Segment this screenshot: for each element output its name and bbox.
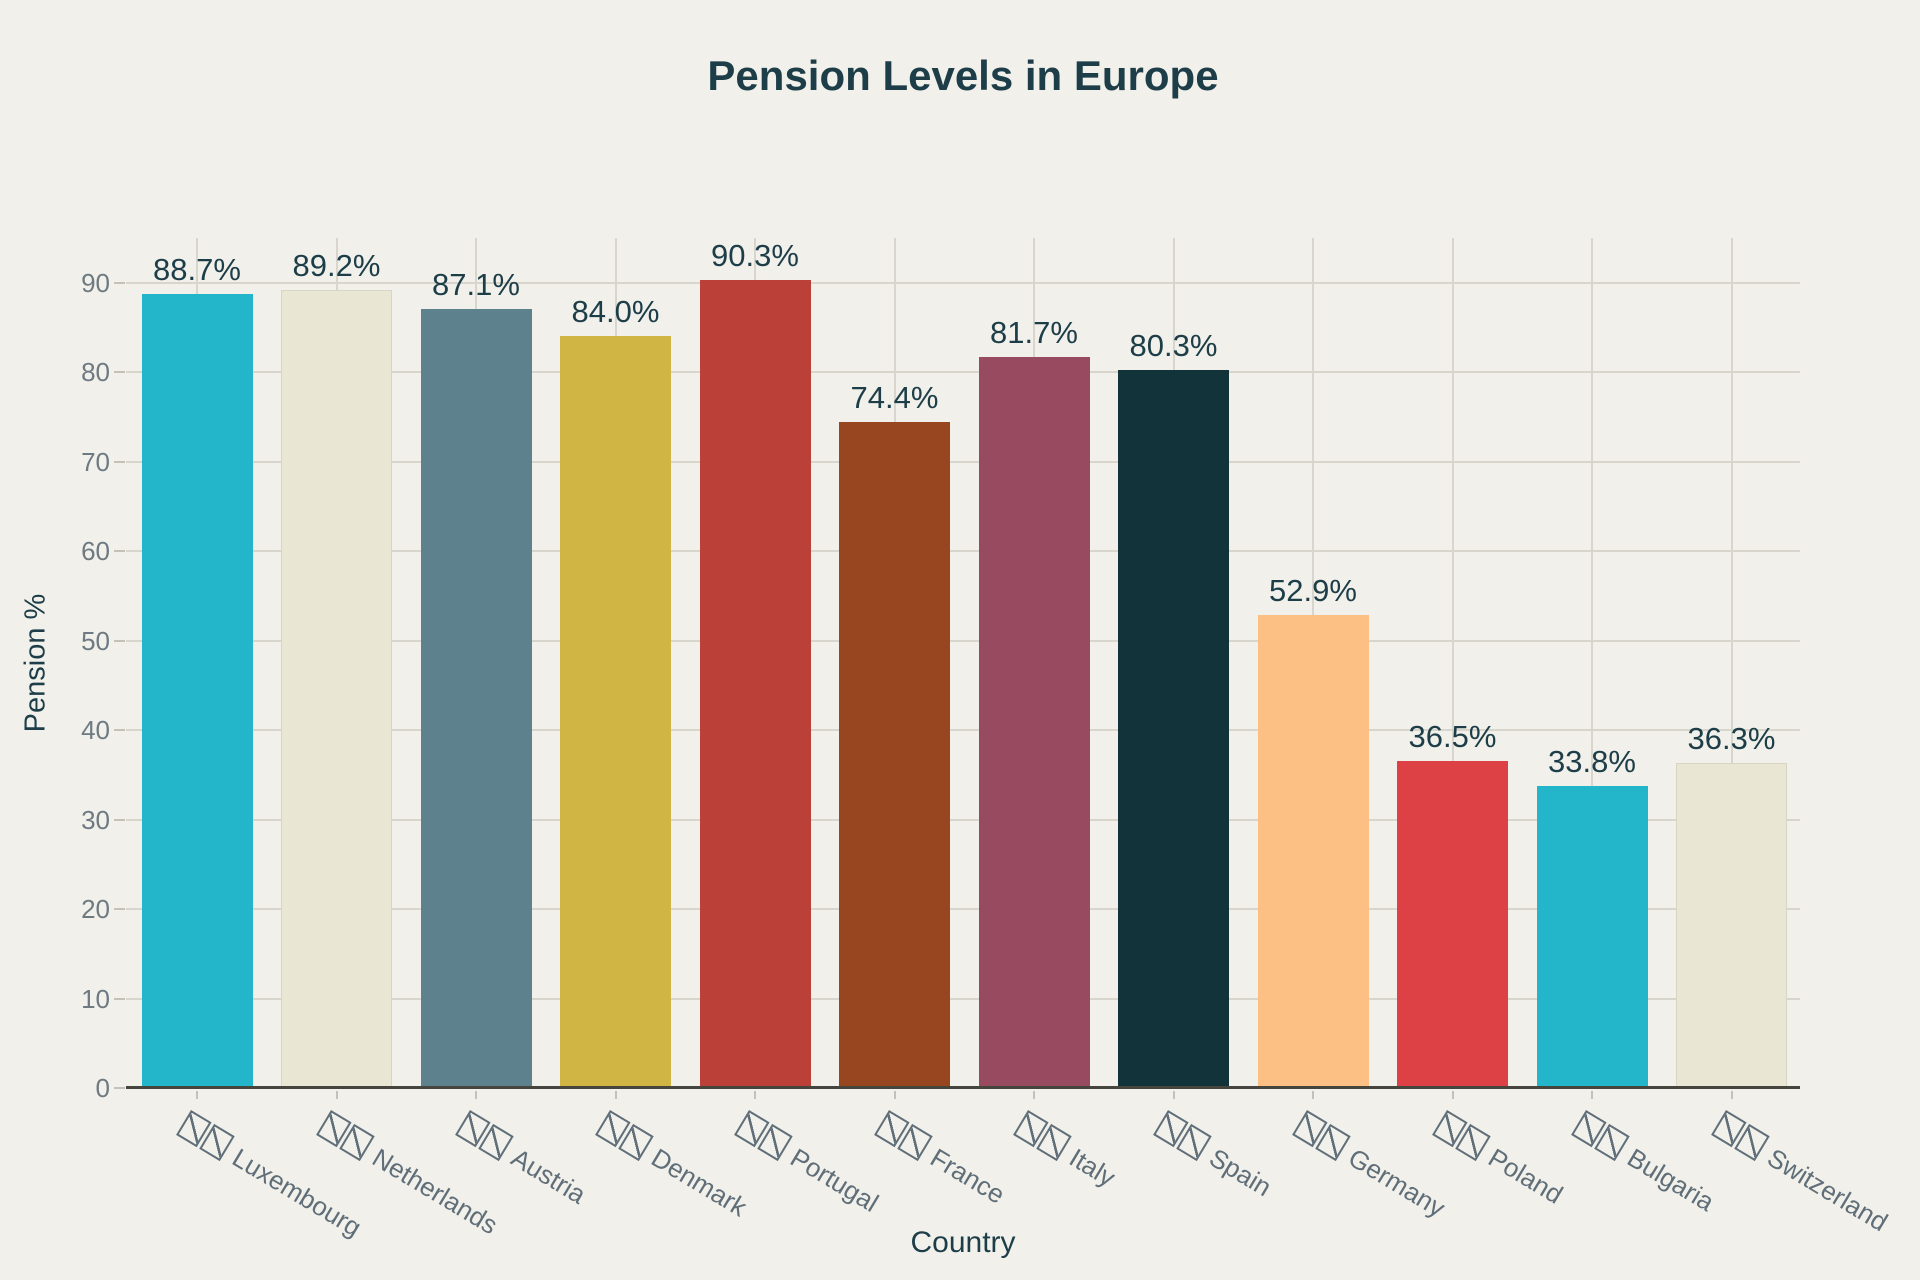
x-tick-mark: [475, 1091, 477, 1099]
y-tick-label: 70: [81, 446, 110, 477]
bar-value-label: 33.8%: [1548, 743, 1636, 779]
x-tick-mark: [196, 1091, 198, 1099]
plot-area: 88.7% 89.2% 87.1% 84.0% 90.3% 74.4% 81.7% 80.3%…: [126, 238, 1800, 1088]
x-tick-label-text: Portugal: [785, 1142, 884, 1218]
bar: [560, 336, 671, 1088]
chart-title: Pension Levels in Europe: [707, 52, 1219, 99]
bar: [1397, 761, 1508, 1088]
x-tick-label: Bulgaria: [1570, 1110, 1721, 1218]
bar: [1536, 785, 1648, 1088]
bar: [978, 357, 1090, 1088]
x-tick-mark: [335, 1091, 338, 1099]
gridline-horizontal: [126, 460, 1800, 463]
y-tick-label: 90: [81, 267, 110, 298]
x-tick-label-text: Austria: [506, 1142, 592, 1210]
gridline-horizontal: [126, 639, 1800, 642]
x-tick-label: Portugal: [733, 1110, 885, 1219]
bar: [1676, 763, 1787, 1088]
x-axis-title: Country: [910, 1226, 1016, 1259]
bar: [1257, 614, 1369, 1088]
bar-value-label: 74.4%: [850, 380, 939, 416]
x-axis-line: [126, 1086, 1800, 1089]
bar-value-label: 80.3%: [1129, 327, 1218, 363]
bar: [420, 308, 532, 1088]
x-tick-label-text: Italy: [1064, 1142, 1121, 1193]
x-tick-label-text: Germany: [1343, 1142, 1451, 1224]
y-tick-label: 10: [81, 983, 110, 1014]
gridline-vertical: [1451, 238, 1454, 1088]
bar-value-label: 84.0%: [571, 294, 660, 330]
bar: [281, 289, 392, 1088]
y-tick-label: 20: [81, 894, 110, 925]
bar-value-label: 52.9%: [1269, 572, 1357, 608]
gridline-vertical: [1730, 238, 1733, 1088]
gridline-horizontal: [126, 997, 1800, 1000]
bar-value-label: 89.2%: [292, 247, 381, 283]
x-tick-label-text: Spain: [1203, 1142, 1277, 1203]
x-tick-mark: [893, 1091, 896, 1099]
x-tick-label: Italy: [1012, 1110, 1122, 1193]
y-tick-mark: [114, 997, 125, 1000]
x-tick-mark: [614, 1091, 617, 1099]
y-tick-label: 60: [81, 536, 110, 567]
x-tick-label: France: [872, 1110, 1010, 1211]
bar-value-label: 87.1%: [432, 266, 520, 302]
bar: [839, 422, 950, 1088]
y-tick-mark: [114, 460, 125, 463]
x-tick-mark: [1591, 1091, 1593, 1099]
bar: [699, 280, 811, 1088]
gridline-horizontal: [126, 818, 1800, 821]
x-tick-mark: [1451, 1091, 1454, 1099]
bar-value-label: 36.3%: [1687, 721, 1776, 757]
gridline-horizontal: [126, 550, 1800, 553]
gridline-horizontal: [126, 908, 1800, 911]
x-tick-label-text: Poland: [1482, 1142, 1568, 1210]
x-tick-label-text: Switzerland: [1761, 1142, 1893, 1238]
bar-value-label: 88.7%: [153, 252, 241, 288]
y-tick-mark: [114, 908, 125, 911]
bar-value-label: 90.3%: [711, 238, 799, 274]
x-tick-label: Spain: [1151, 1110, 1277, 1203]
x-tick-label: Denmark: [593, 1110, 752, 1223]
y-tick-mark: [114, 818, 125, 821]
y-tick-label: 40: [81, 715, 110, 746]
bar: [141, 294, 253, 1088]
x-tick-label-text: Bulgaria: [1622, 1142, 1720, 1218]
y-tick-mark: [114, 729, 125, 732]
y-tick-label: 50: [81, 625, 110, 656]
y-tick-mark: [114, 1087, 125, 1089]
gridline-vertical: [1591, 238, 1593, 1088]
y-tick-mark: [114, 639, 125, 642]
x-tick-label: Germany: [1291, 1110, 1451, 1224]
y-axis-title: Pension %: [19, 593, 52, 733]
x-tick-label-text: France: [924, 1142, 1010, 1210]
x-tick-mark: [754, 1091, 756, 1099]
x-tick-mark: [1730, 1091, 1733, 1099]
bar: [1118, 369, 1229, 1088]
x-tick-mark: [1172, 1091, 1175, 1099]
y-tick-label: 80: [81, 357, 110, 388]
x-tick-mark: [1033, 1091, 1035, 1099]
y-tick-mark: [114, 281, 125, 284]
gridline-horizontal: [126, 281, 1800, 284]
y-tick-mark: [114, 371, 125, 374]
gridline-horizontal: [126, 729, 1800, 732]
bar-value-label: 36.5%: [1408, 719, 1497, 755]
y-tick-mark: [114, 550, 125, 553]
x-tick-label-text: Denmark: [645, 1142, 752, 1223]
gridline-horizontal: [126, 371, 1800, 374]
y-tick-label: 0: [95, 1073, 110, 1103]
bar-value-label: 81.7%: [990, 315, 1078, 350]
x-tick-label: Switzerland: [1709, 1110, 1893, 1238]
y-tick-label: 30: [81, 804, 110, 835]
x-tick-mark: [1312, 1091, 1314, 1099]
